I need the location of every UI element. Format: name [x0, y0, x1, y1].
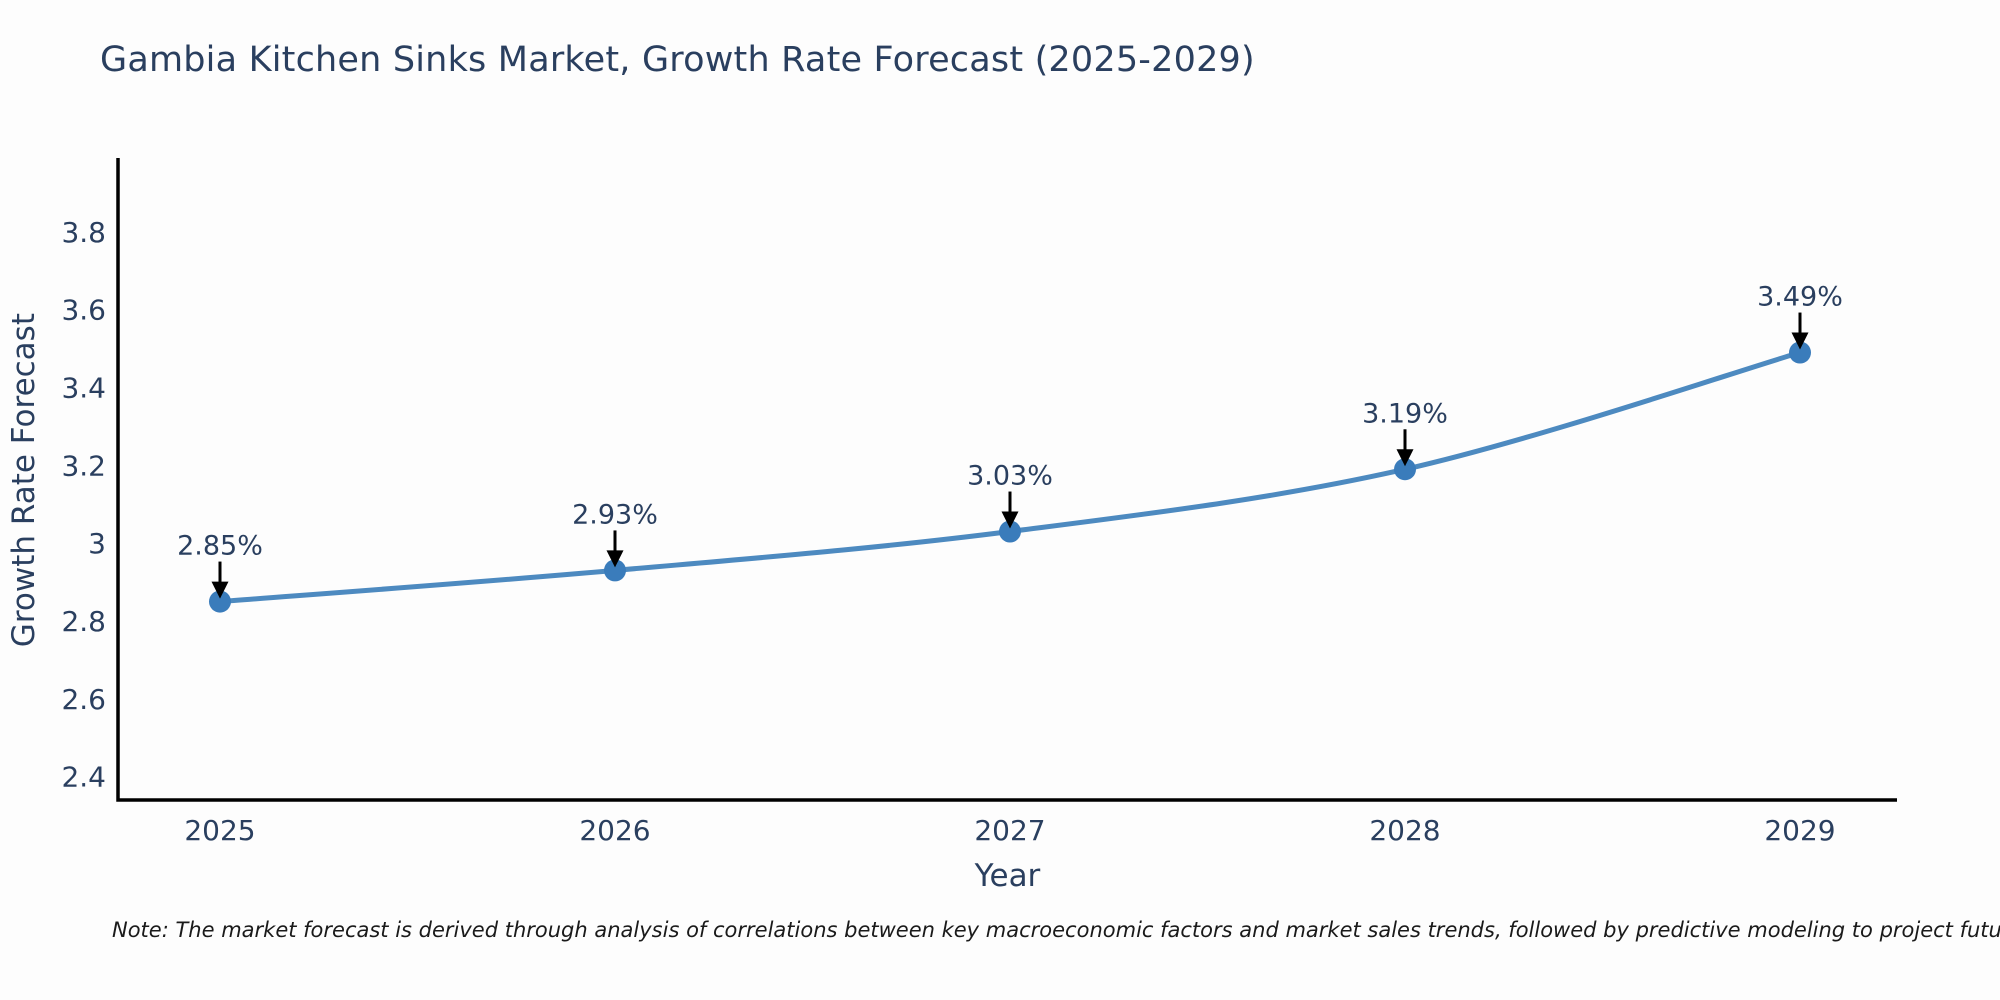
annotation-arrow-head — [1396, 449, 1414, 467]
data-point-label: 2.85% — [177, 531, 263, 562]
annotation-arrow-head — [1791, 332, 1809, 350]
y-tick-label: 3.6 — [61, 294, 106, 327]
x-tick-label: 2025 — [184, 814, 255, 847]
data-point-marker — [1789, 341, 1811, 364]
data-point-label: 2.93% — [572, 499, 658, 530]
data-point-marker — [604, 559, 626, 582]
x-axis-title: Year — [974, 858, 1041, 894]
annotation-arrow-head — [211, 581, 229, 599]
chart-title: Gambia Kitchen Sinks Market, Growth Rate… — [100, 40, 1255, 80]
y-tick-label: 2.6 — [61, 683, 106, 716]
data-point-label: 3.03% — [967, 461, 1053, 492]
annotation-arrow-head — [606, 550, 624, 568]
y-tick-label: 3 — [88, 527, 106, 560]
y-tick-label: 3.8 — [61, 216, 106, 249]
data-point-marker — [209, 590, 231, 613]
annotation-arrow-head — [1001, 511, 1019, 529]
x-tick-label: 2027 — [974, 814, 1045, 847]
data-point-marker — [1394, 458, 1416, 481]
x-tick-label: 2028 — [1369, 814, 1440, 847]
y-tick-label: 2.4 — [61, 761, 106, 794]
data-point-marker — [999, 520, 1021, 543]
y-tick-label: 3.4 — [61, 372, 106, 405]
y-tick-label: 2.8 — [61, 605, 106, 638]
x-tick-label: 2026 — [579, 814, 650, 847]
axis-spines — [116, 158, 1897, 802]
data-point-label: 3.49% — [1757, 282, 1843, 313]
x-tick-label: 2029 — [1764, 814, 1835, 847]
y-tick-label: 3.2 — [61, 449, 106, 482]
data-point-label: 3.19% — [1362, 398, 1448, 429]
footnote: Note: The market forecast is derived thr… — [112, 918, 2000, 942]
